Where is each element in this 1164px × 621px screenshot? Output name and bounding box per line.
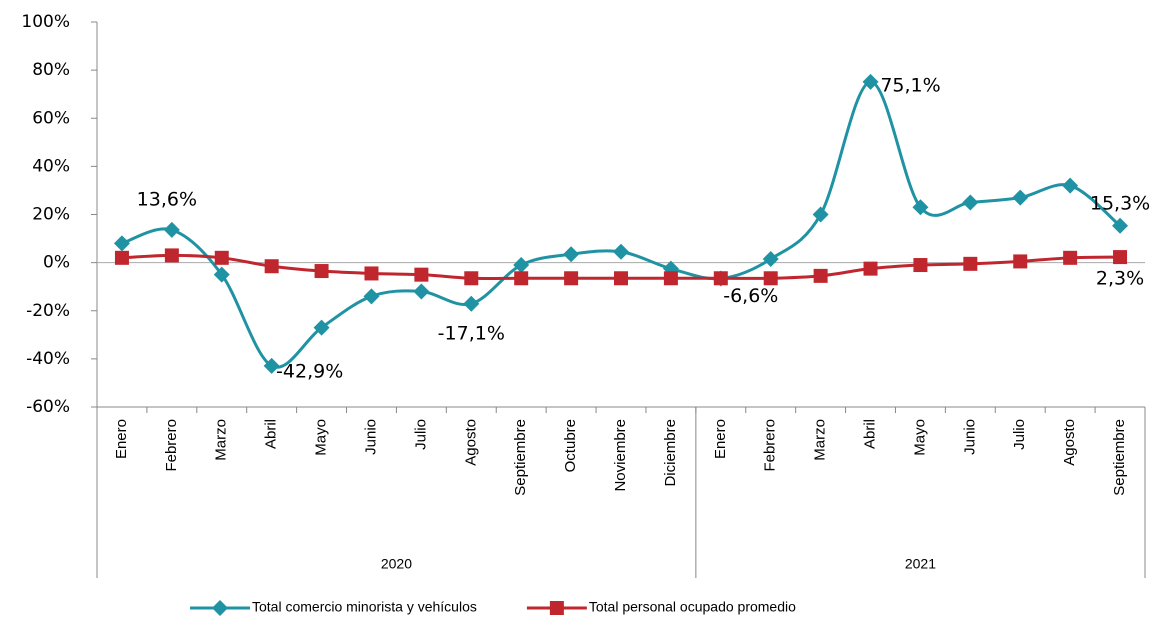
- x-tick-label: Enero: [113, 419, 130, 459]
- data-point: [264, 259, 279, 274]
- x-tick-label: Mayo: [911, 419, 928, 456]
- series-line: [121, 80, 1122, 369]
- x-tick-label: Marzo: [213, 419, 230, 461]
- data-point: [1063, 250, 1078, 265]
- y-tick-label: -40%: [26, 349, 70, 369]
- data-point: [1062, 177, 1079, 194]
- data-point: [314, 264, 329, 279]
- data-label: -6,6%: [723, 285, 778, 307]
- y-tick-label: 80%: [32, 60, 70, 80]
- data-point: [214, 250, 229, 265]
- data-point: [763, 271, 778, 286]
- data-point: [414, 267, 429, 282]
- group-label: 2020: [381, 556, 412, 572]
- data-point: [463, 295, 480, 312]
- y-tick-label: 0%: [43, 253, 70, 273]
- x-tick-label: Junio: [961, 419, 978, 455]
- data-point: [912, 199, 929, 216]
- x-tick-label: Mayo: [313, 419, 330, 456]
- data-point: [613, 243, 629, 260]
- x-tick-label: Febrero: [762, 419, 779, 472]
- x-tick-label: Junio: [362, 419, 379, 455]
- x-tick-label: Agosto: [462, 419, 479, 466]
- data-label: 15,3%: [1090, 192, 1150, 214]
- data-point: [713, 271, 728, 286]
- data-point: [164, 248, 179, 263]
- data-point: [1113, 250, 1128, 265]
- legend-label: Total comercio minorista y vehículos: [252, 599, 477, 615]
- data-point: [364, 266, 379, 281]
- y-tick-label: -20%: [26, 301, 70, 321]
- data-point: [862, 73, 879, 90]
- y-tick-label: 20%: [32, 205, 70, 225]
- group-label: 2021: [905, 556, 936, 572]
- data-point: [513, 257, 530, 274]
- data-point: [813, 268, 828, 283]
- data-point: [514, 271, 529, 286]
- data-point: [962, 194, 979, 211]
- data-point: [113, 235, 130, 252]
- x-tick-label: Septiembre: [512, 419, 529, 496]
- x-tick-label: Septiembre: [1111, 419, 1128, 496]
- x-tick-label: Abril: [861, 419, 878, 449]
- y-tick-label: -60%: [26, 397, 70, 417]
- data-point: [563, 246, 580, 263]
- x-tick-label: Octubre: [562, 419, 579, 472]
- data-point: [163, 221, 180, 238]
- data-point: [963, 256, 978, 271]
- x-tick-label: Abril: [263, 419, 280, 449]
- legend-label: Total personal ocupado promedio: [589, 599, 796, 615]
- data-label: 2,3%: [1096, 268, 1144, 290]
- data-point: [1112, 217, 1129, 234]
- data-point: [663, 271, 678, 286]
- data-label: 75,1%: [880, 74, 940, 96]
- data-label: -17,1%: [438, 322, 505, 344]
- x-tick-label: Diciembre: [662, 419, 679, 487]
- data-label: -42,9%: [276, 360, 343, 382]
- data-point: [464, 271, 479, 286]
- x-tick-label: Noviembre: [612, 419, 629, 492]
- data-point: [863, 261, 878, 276]
- data-label: 13,6%: [137, 188, 197, 210]
- x-tick-label: Enero: [712, 419, 729, 459]
- y-tick-label: 40%: [32, 156, 70, 176]
- legend-marker: [212, 600, 228, 616]
- legend-item: Total comercio minorista y vehículos: [190, 599, 477, 616]
- data-point: [213, 266, 230, 283]
- x-tick-label: Agosto: [1061, 419, 1078, 466]
- data-point: [614, 271, 628, 286]
- x-tick-label: Marzo: [812, 419, 829, 461]
- y-tick-label: 60%: [32, 108, 70, 128]
- x-tick-label: Julio: [1011, 419, 1028, 450]
- legend-item: Total personal ocupado promedio: [526, 599, 796, 615]
- data-point: [564, 271, 579, 286]
- y-tick-label: 100%: [21, 12, 70, 32]
- data-point: [363, 288, 380, 305]
- data-point: [114, 250, 129, 265]
- x-tick-label: Julio: [412, 419, 429, 450]
- data-point: [263, 357, 280, 374]
- data-point: [313, 319, 330, 336]
- legend-marker: [549, 601, 564, 615]
- data-point: [413, 283, 430, 300]
- data-point: [913, 258, 928, 273]
- x-tick-label: Febrero: [163, 419, 180, 472]
- data-point: [762, 251, 779, 268]
- data-point: [1012, 189, 1029, 206]
- data-point: [1013, 254, 1028, 269]
- data-point: [812, 206, 829, 223]
